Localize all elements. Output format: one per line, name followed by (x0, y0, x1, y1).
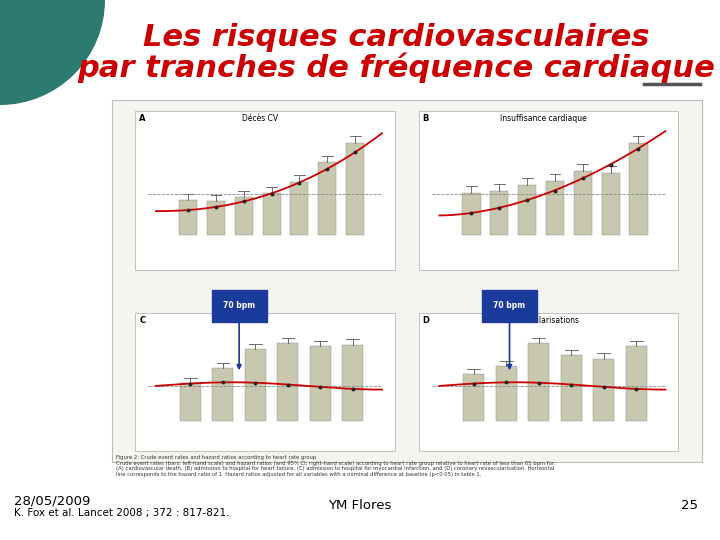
Text: C: C (139, 316, 145, 326)
Text: Insuffisance cardiaque: Insuffisance cardiaque (500, 114, 587, 123)
Bar (546, 181, 564, 235)
Bar (629, 143, 647, 235)
Bar (462, 193, 480, 235)
Text: IDM: IDM (253, 316, 267, 326)
Bar (310, 346, 331, 421)
Text: Les risques cardiovasculaires: Les risques cardiovasculaires (143, 24, 649, 52)
Bar (179, 200, 197, 235)
Wedge shape (0, 0, 105, 105)
Bar (518, 185, 536, 235)
Bar (418, 111, 678, 270)
Bar (528, 343, 549, 421)
Bar (112, 100, 702, 462)
Bar (245, 349, 266, 421)
Bar (342, 345, 364, 421)
Text: Décès CV: Décès CV (242, 114, 278, 123)
Bar (496, 366, 517, 421)
Text: Revascularisations: Revascularisations (508, 316, 580, 326)
Text: D: D (423, 316, 430, 326)
Bar (561, 355, 582, 421)
Text: K. Fox et al. Lancet 2008 ; 372 : 817-821.: K. Fox et al. Lancet 2008 ; 372 : 817-82… (14, 508, 230, 518)
Text: 70 bpm: 70 bpm (223, 301, 255, 310)
Bar (626, 346, 647, 421)
Bar (574, 171, 592, 235)
Text: YM Flores: YM Flores (328, 499, 392, 512)
Text: 25: 25 (681, 499, 698, 512)
Bar (135, 111, 395, 270)
Bar (135, 313, 395, 451)
Text: 28/05/2009: 28/05/2009 (14, 495, 91, 508)
Text: par tranches de fréquence cardiaque: par tranches de fréquence cardiaque (77, 53, 715, 83)
Bar (318, 163, 336, 235)
Bar (277, 343, 298, 421)
Text: A: A (139, 114, 145, 123)
Bar (602, 173, 620, 235)
Text: B: B (423, 114, 429, 123)
Bar (418, 313, 678, 451)
Text: Figure 2: Crude event rates and hazard ratios according to heart rate group
Crud: Figure 2: Crude event rates and hazard r… (116, 455, 555, 477)
Bar (212, 368, 233, 421)
Bar (263, 193, 281, 235)
Bar (290, 182, 308, 235)
Text: 70 bpm: 70 bpm (493, 301, 526, 310)
Bar (180, 383, 201, 421)
Bar (235, 197, 253, 235)
Bar (207, 201, 225, 235)
Bar (593, 359, 614, 421)
Bar (490, 191, 508, 235)
Bar (346, 143, 364, 235)
Bar (463, 374, 485, 421)
